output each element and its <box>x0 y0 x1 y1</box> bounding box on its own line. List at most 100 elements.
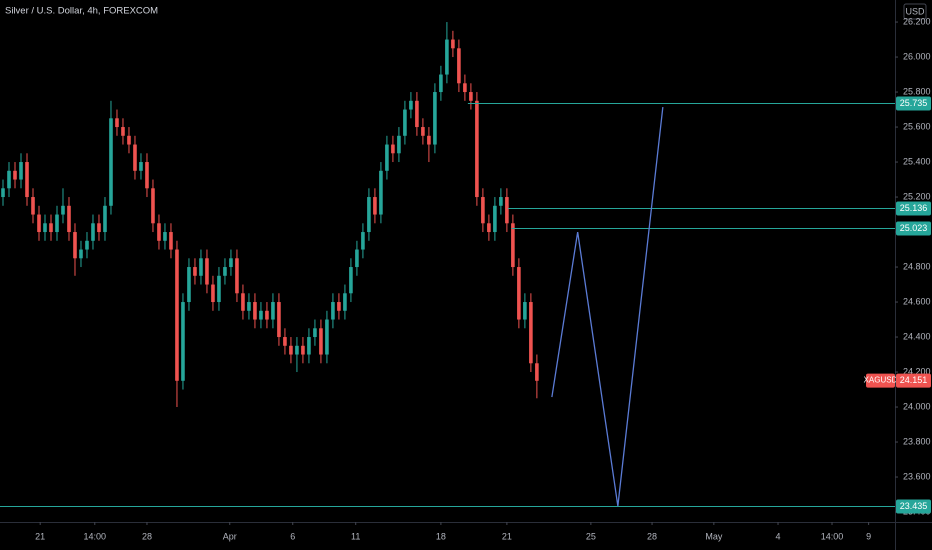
y-tick-label: 25.400 <box>903 156 931 166</box>
candle-body <box>97 223 101 233</box>
x-tick-label: 28 <box>142 531 152 541</box>
y-tick-label: 25.600 <box>903 121 931 131</box>
candle-body <box>289 345 293 355</box>
candle-body <box>175 249 179 381</box>
candle-body <box>451 39 455 49</box>
candle-body <box>79 249 83 259</box>
candle-body <box>145 162 149 189</box>
candle-body <box>139 162 143 171</box>
candle-body <box>229 258 233 268</box>
candle-body <box>61 205 65 215</box>
candle-body <box>373 197 377 215</box>
candle-body <box>265 310 269 320</box>
candle-body <box>295 345 299 355</box>
y-tick-label: 25.200 <box>903 191 931 201</box>
candle-body <box>325 319 329 355</box>
candle-body <box>469 92 473 101</box>
candle-body <box>307 337 311 355</box>
candle-body <box>379 170 383 215</box>
candle-body <box>277 302 281 338</box>
candle-body <box>13 170 17 180</box>
candle-body <box>253 302 257 320</box>
candle-body <box>283 337 287 346</box>
candle-body <box>433 92 437 145</box>
candle-body <box>193 267 197 276</box>
y-tick-label: 23.600 <box>903 471 931 481</box>
candle-body <box>499 197 503 206</box>
candle-body <box>403 109 407 136</box>
y-tick-label: 24.000 <box>903 401 931 411</box>
candle-body <box>37 214 41 233</box>
candle-body <box>55 214 59 233</box>
candle-body <box>529 302 533 364</box>
y-tick-label: 25.800 <box>903 86 931 96</box>
candle-body <box>511 223 515 268</box>
candle-body <box>127 135 131 145</box>
candle-body <box>385 144 389 171</box>
x-tick-label: 11 <box>351 531 360 541</box>
candle-body <box>361 232 365 250</box>
candle-body <box>319 328 323 355</box>
candle-body <box>205 258 209 285</box>
candle-body <box>355 249 359 268</box>
candle-body <box>475 100 479 198</box>
x-tick-label: 18 <box>436 531 446 541</box>
candle-body <box>19 162 23 180</box>
candle-body <box>25 162 29 198</box>
candle-body <box>409 100 413 110</box>
candle-body <box>481 197 485 224</box>
x-tick-label: May <box>705 531 723 541</box>
y-tick-label: 23.800 <box>903 436 931 446</box>
last-price-box <box>896 373 931 388</box>
candle-body <box>163 232 167 241</box>
candle-body <box>457 48 461 84</box>
candle-body <box>169 232 173 250</box>
x-tick-label: Apr <box>223 531 237 541</box>
level-label: 25.735 <box>900 98 928 108</box>
y-tick-label: 24.600 <box>903 296 931 306</box>
candle-body <box>415 100 419 128</box>
projection-path <box>551 107 664 507</box>
candle-body <box>337 302 341 311</box>
candle-body <box>493 205 497 233</box>
candle-body <box>223 267 227 276</box>
level-label: 25.136 <box>900 203 928 213</box>
candle-body <box>235 258 239 294</box>
candle-body <box>115 118 119 128</box>
x-tick-label: 14:00 <box>821 531 844 541</box>
x-tick-label: 9 <box>866 531 871 541</box>
x-tick-label: 28 <box>647 531 657 541</box>
candle-body <box>43 223 47 233</box>
candle-body <box>367 197 371 233</box>
candle-body <box>181 302 185 381</box>
level-label-box <box>896 499 931 514</box>
candle-body <box>397 135 401 154</box>
currency-box[interactable] <box>903 3 927 20</box>
candle-body <box>535 363 539 381</box>
x-tick-label: 14:00 <box>84 531 107 541</box>
candle-body <box>259 310 263 320</box>
candle-body <box>103 205 107 233</box>
candle-body <box>523 302 527 320</box>
candle-body <box>421 127 425 136</box>
level-label-box <box>896 201 931 216</box>
candle-body <box>505 197 509 224</box>
candle-body <box>109 118 113 206</box>
candle-body <box>91 223 95 241</box>
candle-body <box>7 170 11 189</box>
candle-body <box>445 39 449 75</box>
y-tick-label: 24.800 <box>903 261 931 271</box>
candle-body <box>85 240 89 250</box>
candle-body <box>217 275 221 303</box>
candle-body <box>439 74 443 93</box>
chart-title: Silver / U.S. Dollar, 4h, FOREXCOM <box>5 6 158 17</box>
candle-body <box>343 293 347 311</box>
candle-body <box>391 144 395 154</box>
candle-body <box>73 232 77 259</box>
candle-body <box>151 188 155 224</box>
level-label: 23.435 <box>900 501 928 511</box>
last-price: 24.151 <box>900 375 928 385</box>
candle-body <box>211 284 215 303</box>
currency[interactable]: USD <box>905 6 925 16</box>
candle-body <box>427 135 431 145</box>
